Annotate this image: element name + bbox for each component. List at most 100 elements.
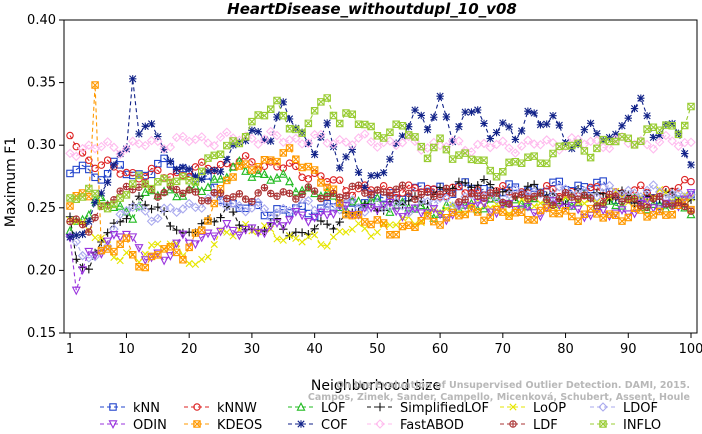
data-point <box>209 140 220 151</box>
data-point <box>587 194 594 202</box>
data-point <box>236 190 243 197</box>
legend-marker <box>509 420 517 428</box>
x-tick-label: 10 <box>118 342 135 357</box>
data-point <box>630 141 639 149</box>
data-point <box>656 193 663 200</box>
data-point <box>366 137 376 147</box>
data-point <box>229 193 237 201</box>
data-point <box>179 163 187 171</box>
data-point <box>468 190 475 197</box>
data-point <box>461 108 469 116</box>
data-point <box>85 156 93 165</box>
data-point <box>542 159 551 168</box>
data-point <box>203 229 213 239</box>
data-point <box>292 234 300 242</box>
data-point <box>228 161 238 171</box>
data-point <box>581 192 588 199</box>
data-point <box>91 164 99 173</box>
y-tick-label: 0.15 <box>27 326 56 341</box>
data-point <box>392 185 400 193</box>
data-point <box>77 250 88 261</box>
data-point <box>77 143 88 154</box>
data-point <box>147 252 156 261</box>
data-point <box>668 202 676 210</box>
data-point <box>229 141 237 149</box>
data-point <box>211 189 218 196</box>
data-point <box>272 172 282 182</box>
data-point <box>461 195 469 204</box>
data-point <box>436 221 444 229</box>
data-point <box>122 249 131 257</box>
data-point <box>366 203 376 213</box>
data-point <box>372 142 383 152</box>
data-point <box>492 128 501 137</box>
data-point <box>574 195 582 203</box>
data-point <box>618 122 626 130</box>
data-point <box>241 195 250 203</box>
data-point <box>85 228 93 236</box>
data-point <box>122 191 131 199</box>
data-point <box>84 140 94 150</box>
data-point <box>630 194 639 203</box>
data-point <box>215 132 226 142</box>
data-point <box>85 228 93 236</box>
data-point <box>260 136 269 144</box>
data-point <box>273 157 281 166</box>
data-point <box>543 196 550 203</box>
data-point <box>586 153 595 162</box>
x-tick-label: 50 <box>369 342 386 357</box>
data-point <box>474 192 481 200</box>
data-point <box>442 113 451 121</box>
data-point <box>278 168 288 178</box>
data-point <box>330 190 337 197</box>
data-point <box>140 187 150 196</box>
data-point <box>273 96 281 105</box>
data-point <box>316 129 326 140</box>
data-point <box>386 192 394 199</box>
y-tick-label: 0.40 <box>27 13 56 28</box>
legend-item-knnw: kNNW <box>184 401 257 416</box>
data-point <box>397 201 408 211</box>
data-point <box>341 202 351 211</box>
data-point <box>310 166 319 174</box>
data-point <box>555 194 564 203</box>
data-point <box>642 204 652 214</box>
data-point <box>523 182 533 191</box>
data-point <box>391 140 401 151</box>
data-point <box>637 94 645 102</box>
data-point <box>254 128 262 136</box>
data-point <box>248 166 256 174</box>
data-point <box>530 193 538 200</box>
data-point <box>642 185 652 196</box>
data-point <box>266 105 275 114</box>
data-point <box>505 200 513 208</box>
data-point <box>310 212 319 221</box>
data-point <box>623 185 634 196</box>
data-point <box>191 229 200 237</box>
data-point <box>298 190 306 199</box>
data-point <box>580 199 588 207</box>
data-point <box>460 178 470 188</box>
data-point <box>523 135 533 146</box>
data-point <box>436 134 444 142</box>
data-point <box>649 133 658 142</box>
data-point <box>292 124 300 132</box>
data-point <box>517 159 526 167</box>
data-point <box>536 189 545 197</box>
data-point <box>405 123 413 131</box>
data-point <box>122 234 131 242</box>
data-point <box>286 190 293 197</box>
data-point <box>624 213 633 222</box>
data-point <box>216 150 225 158</box>
data-point <box>247 224 257 234</box>
data-point <box>115 233 125 243</box>
data-point <box>599 199 607 207</box>
data-point <box>291 203 301 214</box>
data-point <box>517 190 526 199</box>
data-point <box>128 185 137 194</box>
data-point <box>604 143 615 154</box>
data-point <box>267 137 275 145</box>
legend-label: KDEOS <box>217 418 262 433</box>
data-point <box>423 154 432 163</box>
data-point <box>361 189 369 197</box>
